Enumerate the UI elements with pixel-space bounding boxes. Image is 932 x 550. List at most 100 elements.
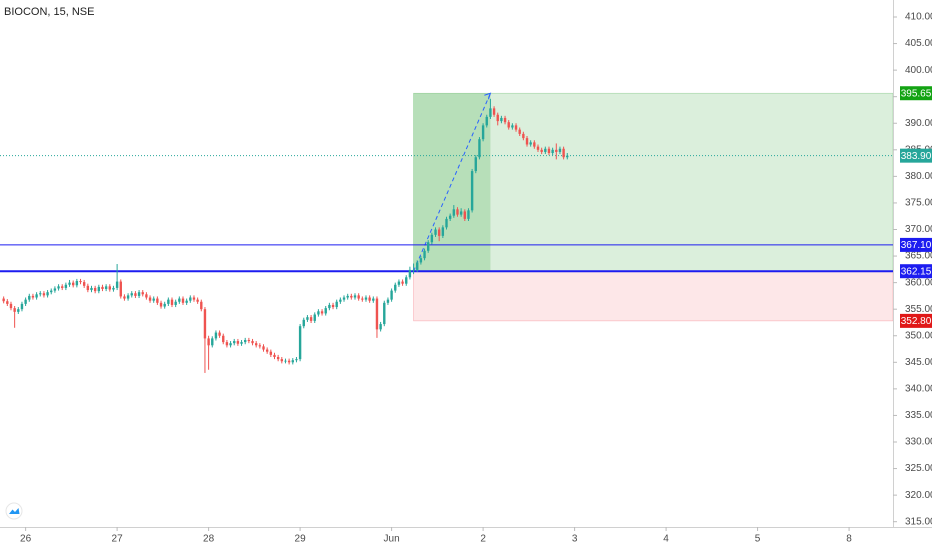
candle-body — [320, 311, 324, 314]
candle-body — [364, 297, 368, 300]
candle-body — [375, 298, 379, 330]
candle-body — [412, 269, 415, 271]
candle-body — [467, 210, 470, 219]
candle-body — [123, 296, 126, 299]
candle-body — [500, 117, 503, 122]
candle-body — [324, 308, 327, 314]
candle-body — [533, 142, 536, 147]
candle-body — [284, 360, 287, 362]
candle-body — [544, 148, 547, 152]
candle-body — [342, 297, 346, 300]
candle-body — [434, 229, 437, 235]
candle-body — [79, 281, 82, 283]
y-tick-label: 320.00 — [905, 490, 932, 501]
candle-body — [229, 343, 232, 346]
candle-body — [427, 242, 430, 251]
candle-body — [492, 108, 496, 115]
candle-body — [251, 341, 254, 344]
y-tick-label: 350.00 — [905, 330, 932, 341]
candle-body — [82, 282, 86, 286]
candle-body — [53, 288, 57, 291]
candle-body — [163, 303, 166, 307]
candle-body — [280, 359, 284, 362]
candle-body — [489, 108, 492, 117]
y-tick-label: 365.00 — [905, 251, 932, 262]
target-label: 395.65 — [901, 88, 932, 99]
candle-body — [141, 292, 144, 295]
candle-body — [192, 297, 196, 300]
x-tick-label: Jun — [384, 534, 400, 545]
candle-body — [317, 311, 320, 315]
candle-body — [386, 299, 390, 303]
y-tick-label: 340.00 — [905, 384, 932, 395]
candle-body — [104, 286, 108, 289]
line-price-label-bg — [900, 264, 932, 279]
candle-body — [269, 351, 273, 355]
candle-body — [481, 125, 485, 140]
candle-body — [17, 309, 20, 312]
candle-body — [97, 286, 101, 292]
candle-body — [137, 292, 141, 296]
y-tick-label: 405.00 — [905, 38, 932, 49]
candle-body — [445, 218, 448, 228]
candle-body — [225, 342, 229, 346]
candle-body — [302, 319, 305, 327]
candle-body — [309, 317, 313, 321]
candle-body — [262, 346, 265, 350]
candle-body — [57, 286, 60, 289]
candle-body — [452, 209, 456, 216]
candle-body — [112, 287, 115, 290]
candle-body — [174, 301, 177, 305]
trade-path — [413, 93, 491, 272]
candle-body — [68, 282, 71, 285]
candle-body — [200, 301, 203, 310]
profit-zone — [413, 92, 894, 272]
candle-body — [328, 304, 331, 309]
loss-zone — [413, 270, 894, 322]
y-tick-label: 325.00 — [905, 463, 932, 474]
line-price-label: 367.10 — [901, 240, 932, 251]
candle-body — [126, 295, 130, 299]
candle-body — [357, 295, 360, 299]
candle-body — [130, 293, 133, 296]
candle-body — [115, 281, 119, 288]
candle-body — [437, 229, 441, 236]
candle-body — [236, 341, 240, 344]
candle-body — [31, 295, 35, 298]
candle-body — [405, 277, 408, 284]
candle-body — [6, 301, 9, 304]
candle-body — [562, 148, 565, 158]
x-tick-label: 3 — [572, 534, 578, 545]
candle-body — [423, 250, 426, 259]
line-price-label: 383.90 — [901, 151, 932, 162]
candle-body — [518, 129, 521, 134]
candle-body — [258, 345, 262, 347]
candle-body — [196, 299, 199, 302]
x-tick-label: 27 — [112, 534, 124, 545]
candle-body — [353, 295, 357, 298]
candle-body — [64, 284, 68, 288]
x-tick-label: 5 — [755, 534, 761, 545]
candle-body — [189, 297, 192, 301]
position-layer — [413, 92, 894, 322]
x-tick-label: 4 — [663, 534, 669, 545]
candle-body — [233, 341, 236, 344]
candle-body — [456, 209, 459, 215]
candle-body — [536, 146, 540, 150]
y-tick-label: 335.00 — [905, 410, 932, 421]
line-price-label-bg — [900, 237, 932, 252]
candle-body — [339, 299, 342, 302]
candle-body — [408, 269, 412, 278]
candle-body — [20, 303, 24, 310]
candle-body — [346, 295, 349, 298]
logo — [5, 502, 23, 520]
candle-body — [416, 262, 419, 270]
candle-body — [247, 340, 251, 342]
candle-body — [214, 332, 218, 339]
candle-body — [514, 125, 518, 130]
y-tick-label: 410.00 — [905, 12, 932, 23]
candle-body — [485, 116, 488, 126]
candle-body — [42, 293, 46, 296]
